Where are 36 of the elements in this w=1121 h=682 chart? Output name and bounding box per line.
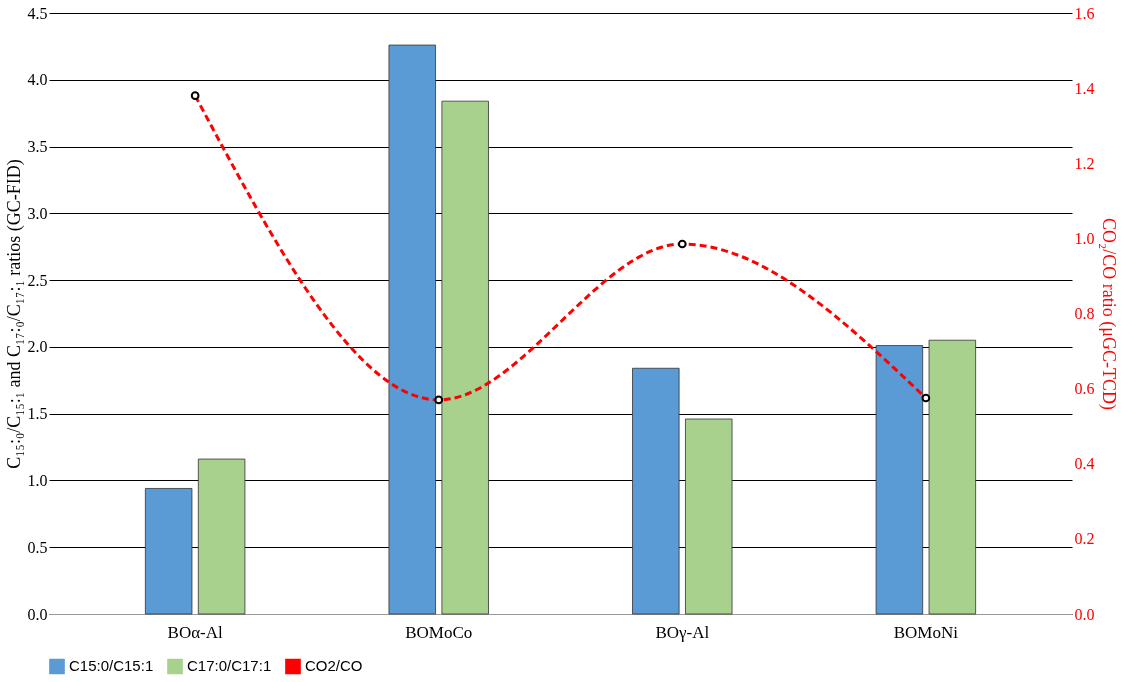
- y2-tick-label: 0.4: [1074, 455, 1095, 473]
- y-tick-label: 1.5: [27, 405, 48, 423]
- y-tick-label: 0.5: [27, 538, 48, 556]
- y-tick-label: 1.0: [27, 471, 48, 489]
- legend-label: CO2/CO: [305, 657, 363, 675]
- bar: [632, 367, 680, 615]
- x-tick-label: BOMoNi: [893, 622, 959, 642]
- y-tick-label: 0.0: [27, 605, 48, 623]
- legend-label: C15:0/C15:1: [69, 657, 154, 675]
- legend-label: C17:0/C17:1: [187, 657, 272, 675]
- y2-tick-label: 0.6: [1074, 380, 1095, 398]
- y-tick-label: 4.0: [27, 71, 48, 89]
- y-tick-label: 2.5: [27, 271, 48, 289]
- y-tick-label: 3.0: [27, 204, 48, 222]
- x-tick-label: BOMoCo: [405, 622, 473, 642]
- bar: [685, 418, 733, 615]
- y2-tick-label: 0.0: [1074, 605, 1095, 623]
- x-tick-label: BOγ-Al: [655, 622, 710, 642]
- y2-tick-label: 0.8: [1074, 305, 1095, 322]
- bar: [875, 345, 924, 615]
- x-tick-label: BOα-Al: [167, 622, 224, 642]
- y2-tick-label: 1.2: [1074, 154, 1095, 172]
- y-tick-label: 2.0: [27, 338, 48, 356]
- y2-axis-title: CO₂/CO ratio (μGC-TCD): [1097, 218, 1119, 410]
- y-tick-label: 4.5: [27, 4, 48, 22]
- y2-tick-label: 1.6: [1074, 4, 1095, 22]
- y-axis-title: C₁₅:₀/C₁₅:₁ and C₁₇:₀/C₁₇:₁ ratios (GC-FID): [3, 159, 25, 469]
- y2-tick-label: 0.2: [1074, 530, 1095, 548]
- bar: [441, 100, 489, 615]
- y2-tick-label: 1.0: [1074, 229, 1095, 247]
- y2-tick-label: 1.4: [1074, 79, 1095, 97]
- bar: [197, 458, 246, 615]
- y-tick-label: 3.5: [27, 138, 48, 156]
- bar: [388, 44, 436, 615]
- bar: [928, 339, 977, 615]
- bar: [144, 488, 193, 615]
